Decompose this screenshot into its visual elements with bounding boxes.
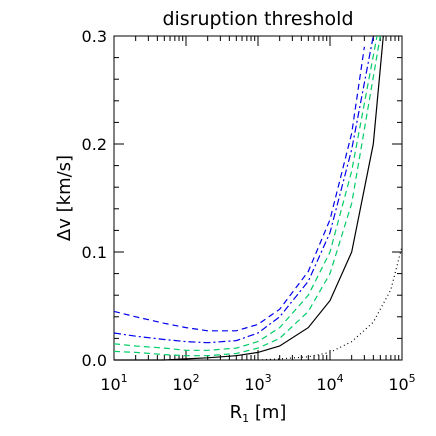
y-tick-label: 0.2	[82, 135, 107, 154]
series-line-4	[113, 35, 381, 357]
x-tick-label: 102	[172, 372, 199, 394]
chart-title: disruption threshold	[162, 8, 353, 30]
series-line-2	[113, 35, 374, 344]
x-axis-label: R1 [m]	[230, 402, 287, 425]
series-line-1	[113, 46, 365, 332]
x-tick-label: 105	[388, 372, 415, 394]
y-axis-label: Δv [km/s]	[54, 155, 75, 241]
axis-ticks	[113, 35, 403, 361]
y-tick-label: 0.0	[82, 351, 107, 370]
y-tick-label: 0.3	[82, 27, 107, 46]
y-tick-label: 0.1	[82, 243, 107, 262]
x-tick-label: 104	[316, 372, 343, 394]
series-line-6	[257, 246, 403, 361]
series-line-3	[113, 35, 378, 351]
series-lines	[113, 35, 403, 361]
x-tick-label: 101	[100, 372, 127, 394]
series-line-5	[114, 35, 384, 361]
x-tick-label: 103	[244, 372, 271, 394]
y-tick-labels: 0.0 0.1 0.2 0.3	[82, 27, 107, 370]
x-tick-labels: 101 102 103 104 105	[100, 372, 415, 394]
